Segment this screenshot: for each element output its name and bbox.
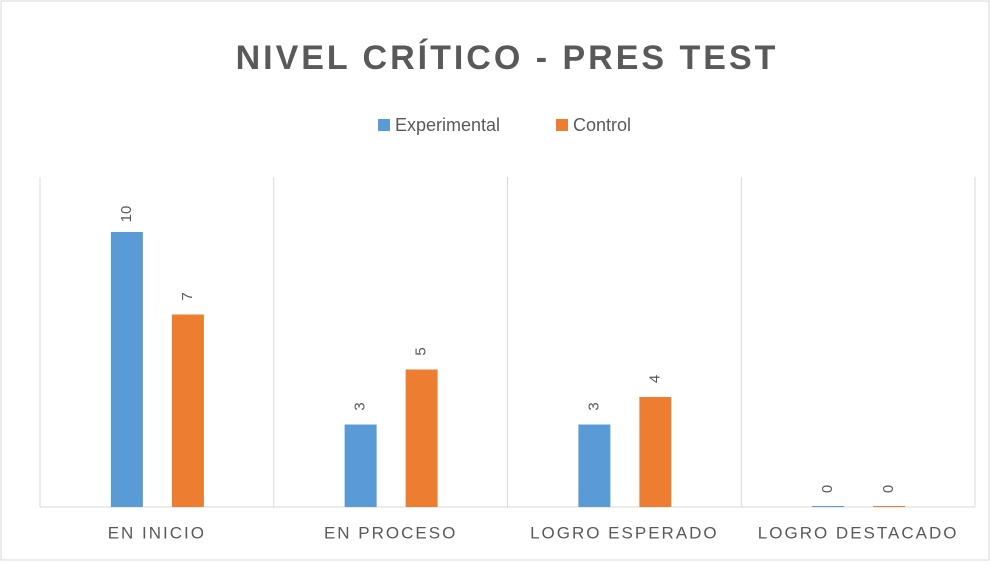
bar bbox=[110, 232, 143, 507]
bar bbox=[578, 424, 611, 507]
bar bbox=[344, 424, 377, 507]
bar bbox=[639, 397, 672, 507]
x-tick-label: EN PROCESO bbox=[324, 523, 457, 542]
value-label: 4 bbox=[646, 375, 663, 383]
bar bbox=[171, 314, 204, 507]
bar bbox=[405, 369, 438, 507]
value-label: 0 bbox=[880, 485, 897, 493]
value-label: 7 bbox=[179, 292, 196, 300]
legend-swatch bbox=[556, 119, 568, 131]
chart-title: NIVEL CRÍTICO - PRES TEST bbox=[236, 39, 779, 77]
value-label: 3 bbox=[585, 402, 602, 410]
x-tick-label: EN INICIO bbox=[108, 523, 206, 542]
value-label: 5 bbox=[413, 347, 430, 355]
value-label: 10 bbox=[118, 206, 135, 223]
x-tick-label: LOGRO ESPERADO bbox=[530, 523, 719, 542]
bar bbox=[873, 506, 906, 507]
bar bbox=[812, 506, 845, 507]
legend-label: Control bbox=[573, 115, 631, 135]
value-label: 3 bbox=[352, 402, 369, 410]
x-tick-label: LOGRO DESTACADO bbox=[758, 523, 959, 542]
value-label: 0 bbox=[819, 485, 836, 493]
legend-swatch bbox=[378, 119, 390, 131]
legend-label: Experimental bbox=[395, 115, 500, 135]
